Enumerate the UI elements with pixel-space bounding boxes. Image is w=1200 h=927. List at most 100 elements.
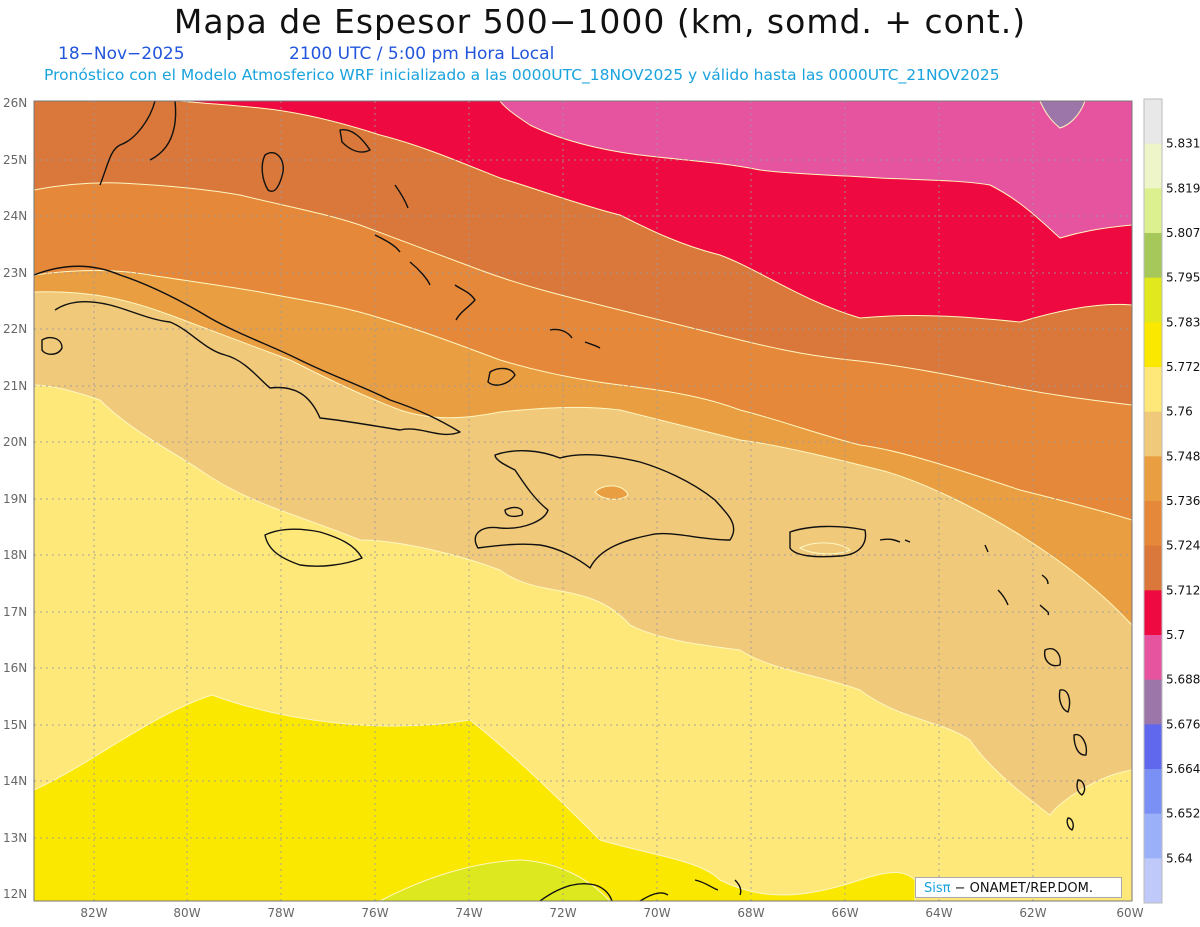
bahamas-abaco [339, 128, 371, 153]
jamaica-coast [264, 528, 363, 567]
credit-brand: Sisπ [924, 881, 951, 896]
legend-swatch [1144, 858, 1162, 904]
legend-swatch [1144, 545, 1162, 591]
color-legend: 5.831 5.819 5.807 5.795 5.783 5.772 5.76 5.748 5… [1143, 98, 1200, 904]
legend-swatch [1144, 456, 1162, 502]
lon-label: 64W [925, 906, 952, 920]
lat-label: 22N [3, 322, 27, 336]
legend-level-label: 5.664 [1166, 762, 1200, 776]
bahamas-exuma [374, 234, 401, 253]
lat-label: 19N [3, 492, 27, 506]
legend-swatch [1144, 233, 1162, 279]
gonave-island [504, 506, 524, 518]
legend-level-label: 5.652 [1166, 807, 1200, 821]
legend-swatch [1144, 769, 1162, 815]
legend-level-label: 5.807 [1166, 226, 1200, 240]
legend-level-label: 5.772 [1166, 360, 1200, 374]
bahamas-eleuthera [394, 184, 409, 209]
map-title: Mapa de Espesor 500−1000 (km, somd. + co… [173, 2, 1027, 41]
bahamas-acklins [454, 284, 476, 321]
martinique [1058, 689, 1071, 713]
lat-label: 20N [3, 435, 27, 449]
legend-level-label: 5.76 [1166, 405, 1193, 419]
south-america-coast [539, 879, 742, 901]
lon-label: 82W [80, 906, 107, 920]
st-vincent [1076, 779, 1086, 796]
credit-text: − ONAMET/REP.DOM. [950, 881, 1094, 896]
lat-label: 21N [3, 379, 27, 393]
lon-label: 78W [267, 906, 294, 920]
legend-swatch [1144, 367, 1162, 413]
lon-label: 70W [643, 906, 670, 920]
florida-coast [99, 101, 177, 186]
lon-label: 74W [455, 906, 482, 920]
map-frame [33, 100, 1133, 902]
lat-label: 25N [3, 153, 27, 167]
legend-swatch [1144, 99, 1162, 145]
lat-label: 16N [3, 661, 27, 675]
lat-label: 26N [3, 96, 27, 110]
guadeloupe [1043, 648, 1062, 667]
band-5676 [1039, 101, 1086, 129]
legend-level-label: 5.7 [1166, 628, 1185, 642]
legend-level-label: 5.688 [1166, 673, 1200, 687]
legend-level-label: 5.831 [1166, 137, 1200, 151]
legend-swatch [1144, 679, 1162, 725]
hispaniola-coast [474, 450, 735, 569]
grenada [1066, 817, 1074, 831]
legend-swatch [1144, 277, 1162, 323]
legend-frame [1143, 98, 1163, 904]
st-lucia [1073, 733, 1088, 756]
band-5748-patch [798, 542, 851, 555]
leeward-islands [984, 544, 1050, 616]
lon-label: 60W [1116, 906, 1143, 920]
band-5772 [34, 694, 916, 901]
legend-swatch [1144, 590, 1162, 636]
credit-badge: Sisπ − ONAMET/REP.DOM. [915, 877, 1122, 898]
forecast-date: 18−Nov−2025 [58, 44, 185, 64]
lat-label: 13N [3, 831, 27, 845]
thickness-fill-layer [34, 101, 1132, 901]
inagua [487, 367, 516, 386]
legend-level-label: 5.712 [1166, 583, 1200, 597]
lon-label: 68W [737, 906, 764, 920]
band-5736-patch [594, 485, 629, 500]
legend-level-label: 5.783 [1166, 315, 1200, 329]
lat-label: 14N [3, 774, 27, 788]
puerto-rico-coast [789, 525, 867, 558]
legend-level-label: 5.724 [1166, 539, 1200, 553]
legend-swatch [1144, 501, 1162, 547]
forecast-time: 2100 UTC / 5:00 pm Hora Local [289, 44, 555, 64]
bahamas-andros [261, 152, 284, 192]
lon-label: 76W [361, 906, 388, 920]
lon-label: 62W [1019, 906, 1046, 920]
lat-label: 15N [3, 718, 27, 732]
legend-level-label: 5.795 [1166, 271, 1200, 285]
lon-axis: 82W 80W 78W 76W 74W 72W 70W 68W 66W 64W … [80, 906, 1143, 920]
legend-swatch [1144, 813, 1162, 859]
legend-level-label: 5.748 [1166, 449, 1200, 463]
legend-level-label: 5.64 [1166, 851, 1193, 865]
legend-swatch [1144, 724, 1162, 770]
cuba-coast [34, 265, 461, 436]
legend-swatch [1144, 143, 1162, 189]
lat-label: 18N [3, 548, 27, 562]
legend-swatch [1144, 635, 1162, 681]
lat-axis: 26N 25N 24N 23N 22N 21N 20N 19N 18N 17N … [3, 96, 27, 901]
lat-label: 23N [3, 266, 27, 280]
legend-level-label: 5.819 [1166, 181, 1200, 195]
isle-of-youth [41, 336, 63, 355]
lat-label: 12N [3, 887, 27, 901]
turks-caicos [549, 328, 601, 349]
virgin-islands [879, 538, 911, 543]
lon-label: 72W [549, 906, 576, 920]
bahamas-long [409, 261, 431, 286]
legend-level-label: 5.676 [1166, 717, 1200, 731]
legend-level-label: 5.736 [1166, 494, 1200, 508]
graticule [34, 101, 1132, 901]
lat-label: 17N [3, 605, 27, 619]
legend-swatch [1144, 322, 1162, 368]
lon-label: 80W [173, 906, 200, 920]
model-description: Pronóstico con el Modelo Atmosferico WRF… [44, 66, 1000, 84]
